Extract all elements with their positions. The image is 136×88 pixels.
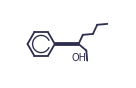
- Text: OH: OH: [72, 53, 86, 63]
